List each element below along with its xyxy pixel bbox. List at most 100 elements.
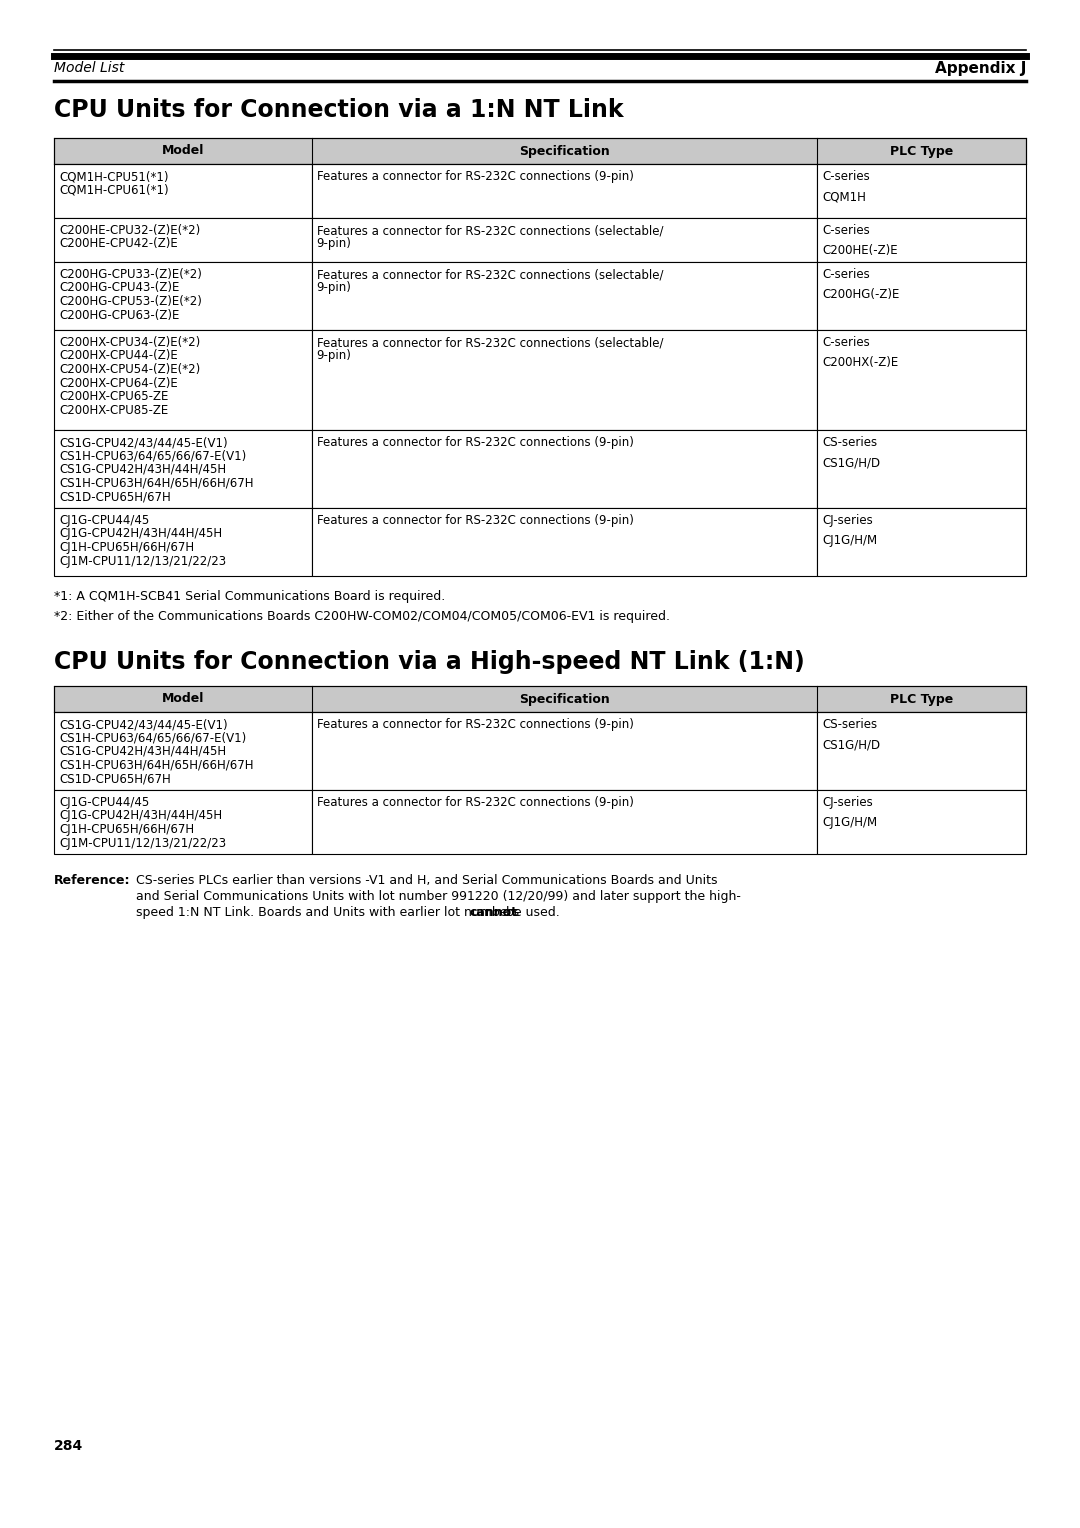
Bar	[312, 712, 818, 790]
Text: C-series: C-series	[822, 336, 869, 348]
Text: C200HG-CPU43-(Z)E: C200HG-CPU43-(Z)E	[59, 281, 179, 295]
Text: *2: Either of the Communications Boards C200HW-COM02/COM04/COM05/COM06-EV1 is re: *2: Either of the Communications Boards …	[54, 610, 670, 623]
Text: C200HE(-Z)E: C200HE(-Z)E	[822, 244, 897, 257]
Text: 9-pin): 9-pin)	[316, 350, 351, 362]
Text: CS1D-CPU65H/67H: CS1D-CPU65H/67H	[59, 490, 171, 503]
Bar	[818, 163, 1026, 219]
Text: 284: 284	[54, 1439, 83, 1453]
Text: C-series: C-series	[822, 225, 869, 237]
Text: CJ1G-CPU44/45: CJ1G-CPU44/45	[59, 796, 149, 808]
Text: CS1G-CPU42H/43H/44H/45H: CS1G-CPU42H/43H/44H/45H	[59, 746, 226, 758]
Text: CJ1M-CPU11/12/13/21/22/23: CJ1M-CPU11/12/13/21/22/23	[59, 836, 226, 850]
Text: Features a connector for RS-232C connections (selectable/: Features a connector for RS-232C connect…	[316, 225, 663, 237]
Text: C200HX-CPU34-(Z)E(*2): C200HX-CPU34-(Z)E(*2)	[59, 336, 200, 348]
Text: CS-series: CS-series	[822, 718, 877, 730]
Bar	[54, 219, 312, 261]
Text: CPU Units for Connection via a 1:N NT Link: CPU Units for Connection via a 1:N NT Li…	[54, 98, 623, 122]
Text: C-series: C-series	[822, 267, 869, 281]
Text: CS1G/H/D: CS1G/H/D	[822, 457, 880, 469]
Bar	[54, 790, 312, 854]
Text: C200HX-CPU64-(Z)E: C200HX-CPU64-(Z)E	[59, 376, 178, 390]
Text: CS1H-CPU63/64/65/66/67-E(V1): CS1H-CPU63/64/65/66/67-E(V1)	[59, 449, 246, 463]
Bar	[54, 163, 312, 219]
Text: Appendix J: Appendix J	[934, 61, 1026, 76]
Text: CJ1G-CPU42H/43H/44H/45H: CJ1G-CPU42H/43H/44H/45H	[59, 810, 222, 822]
Text: PLC Type: PLC Type	[890, 692, 954, 706]
Bar	[54, 712, 312, 790]
Text: CS1G-CPU42/43/44/45-E(V1): CS1G-CPU42/43/44/45-E(V1)	[59, 718, 228, 730]
Text: 9-pin): 9-pin)	[316, 281, 351, 295]
Text: speed 1:N NT Link. Boards and Units with earlier lot numbers: speed 1:N NT Link. Boards and Units with…	[136, 906, 519, 918]
Text: CS-series: CS-series	[822, 435, 877, 449]
Bar	[312, 163, 818, 219]
Text: CJ1G-CPU42H/43H/44H/45H: CJ1G-CPU42H/43H/44H/45H	[59, 527, 222, 541]
Text: *1: A CQM1H-SCB41 Serial Communications Board is required.: *1: A CQM1H-SCB41 Serial Communications …	[54, 590, 445, 604]
Text: C-series: C-series	[822, 170, 869, 183]
Bar	[54, 330, 312, 429]
Text: CS1G-CPU42H/43H/44H/45H: CS1G-CPU42H/43H/44H/45H	[59, 463, 226, 477]
Bar	[818, 507, 1026, 576]
Bar	[818, 219, 1026, 261]
Text: CJ1G/H/M: CJ1G/H/M	[822, 816, 877, 830]
Text: C200HX-CPU65-ZE: C200HX-CPU65-ZE	[59, 390, 168, 403]
Text: CS1D-CPU65H/67H: CS1D-CPU65H/67H	[59, 772, 171, 785]
Bar	[818, 330, 1026, 429]
Text: CJ-series: CJ-series	[822, 513, 873, 527]
Bar	[818, 261, 1026, 330]
Text: CJ-series: CJ-series	[822, 796, 873, 808]
Bar	[54, 507, 312, 576]
Text: C200HE-CPU32-(Z)E(*2): C200HE-CPU32-(Z)E(*2)	[59, 225, 200, 237]
Text: Specification: Specification	[518, 692, 610, 706]
Text: CS1H-CPU63/64/65/66/67-E(V1): CS1H-CPU63/64/65/66/67-E(V1)	[59, 732, 246, 744]
Text: CPU Units for Connection via a High-speed NT Link (1:N): CPU Units for Connection via a High-spee…	[54, 649, 805, 674]
Text: PLC Type: PLC Type	[890, 145, 954, 157]
Bar	[54, 429, 312, 507]
Bar	[312, 330, 818, 429]
Text: Specification: Specification	[518, 145, 610, 157]
Text: C200HG-CPU53-(Z)E(*2): C200HG-CPU53-(Z)E(*2)	[59, 295, 202, 309]
Text: CS1G-CPU42/43/44/45-E(V1): CS1G-CPU42/43/44/45-E(V1)	[59, 435, 228, 449]
Text: Features a connector for RS-232C connections (9-pin): Features a connector for RS-232C connect…	[316, 718, 634, 730]
Text: CS-series PLCs earlier than versions -V1 and H, and Serial Communications Boards: CS-series PLCs earlier than versions -V1…	[136, 874, 717, 886]
Text: CJ1H-CPU65H/66H/67H: CJ1H-CPU65H/66H/67H	[59, 824, 194, 836]
Text: 9-pin): 9-pin)	[316, 237, 351, 251]
Text: C200HG(-Z)E: C200HG(-Z)E	[822, 289, 900, 301]
Text: C200HG-CPU63-(Z)E: C200HG-CPU63-(Z)E	[59, 309, 179, 321]
Bar	[312, 790, 818, 854]
Text: Model: Model	[162, 145, 204, 157]
Text: Features a connector for RS-232C connections (9-pin): Features a connector for RS-232C connect…	[316, 513, 634, 527]
Text: Features a connector for RS-232C connections (9-pin): Features a connector for RS-232C connect…	[316, 435, 634, 449]
Text: CQM1H-CPU51(*1): CQM1H-CPU51(*1)	[59, 170, 168, 183]
Text: Features a connector for RS-232C connections (9-pin): Features a connector for RS-232C connect…	[316, 170, 634, 183]
Text: Features a connector for RS-232C connections (9-pin): Features a connector for RS-232C connect…	[316, 796, 634, 808]
Bar	[818, 429, 1026, 507]
Bar	[312, 219, 818, 261]
Text: CQM1H-CPU61(*1): CQM1H-CPU61(*1)	[59, 183, 168, 197]
Text: C200HG-CPU33-(Z)E(*2): C200HG-CPU33-(Z)E(*2)	[59, 267, 202, 281]
Bar	[312, 507, 818, 576]
Text: C200HX(-Z)E: C200HX(-Z)E	[822, 356, 899, 370]
Text: Model: Model	[162, 692, 204, 706]
Text: Model List: Model List	[54, 61, 124, 75]
Text: cannot: cannot	[469, 906, 517, 918]
Bar	[818, 712, 1026, 790]
Bar	[312, 429, 818, 507]
Bar	[54, 261, 312, 330]
Text: C200HX-CPU44-(Z)E: C200HX-CPU44-(Z)E	[59, 350, 178, 362]
Text: CJ1G/H/M: CJ1G/H/M	[822, 535, 877, 547]
Text: CJ1H-CPU65H/66H/67H: CJ1H-CPU65H/66H/67H	[59, 541, 194, 555]
Text: C200HX-CPU85-ZE: C200HX-CPU85-ZE	[59, 403, 168, 417]
Bar	[818, 790, 1026, 854]
Text: CQM1H: CQM1H	[822, 191, 866, 203]
Text: be used.: be used.	[502, 906, 561, 918]
Text: C200HX-CPU54-(Z)E(*2): C200HX-CPU54-(Z)E(*2)	[59, 364, 200, 376]
Text: CS1H-CPU63H/64H/65H/66H/67H: CS1H-CPU63H/64H/65H/66H/67H	[59, 477, 254, 489]
Bar	[312, 261, 818, 330]
Text: and Serial Communications Units with lot number 991220 (12/20/99) and later supp: and Serial Communications Units with lot…	[136, 889, 741, 903]
Text: CS1G/H/D: CS1G/H/D	[822, 738, 880, 752]
Bar	[54, 686, 1026, 712]
Text: CJ1G-CPU44/45: CJ1G-CPU44/45	[59, 513, 149, 527]
Text: CJ1M-CPU11/12/13/21/22/23: CJ1M-CPU11/12/13/21/22/23	[59, 555, 226, 567]
Text: Reference:: Reference:	[54, 874, 131, 886]
Bar	[54, 138, 1026, 163]
